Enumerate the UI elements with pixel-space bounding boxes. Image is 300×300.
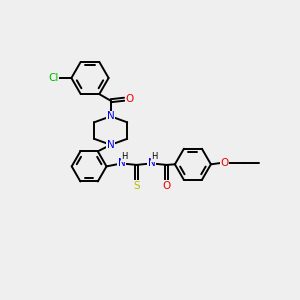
Text: O: O (162, 181, 171, 191)
Text: H: H (151, 152, 158, 161)
Text: N: N (118, 158, 125, 168)
Text: H: H (121, 152, 128, 161)
Text: O: O (220, 158, 229, 168)
Text: S: S (133, 181, 140, 191)
Text: N: N (107, 140, 115, 150)
Text: N: N (107, 140, 115, 150)
Text: N: N (148, 158, 155, 168)
Text: N: N (107, 111, 115, 121)
Text: Cl: Cl (48, 73, 59, 83)
Text: O: O (125, 94, 134, 104)
